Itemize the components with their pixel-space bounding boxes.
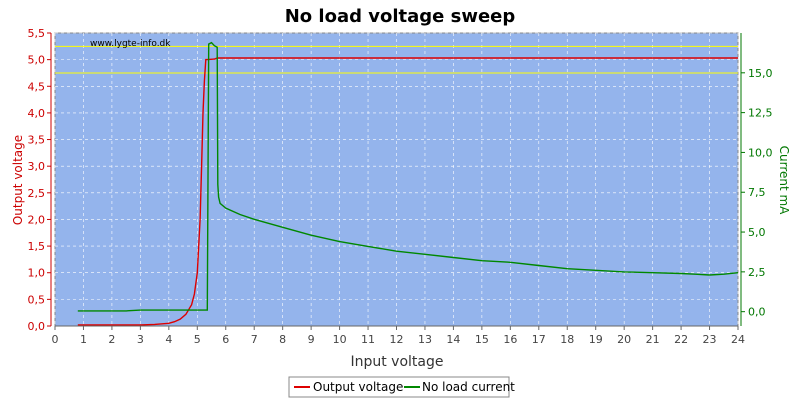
x-tick-label-15: 15 (475, 333, 489, 346)
legend-label-no-load-current: No load current (422, 380, 515, 394)
x-tick-label-4: 4 (165, 333, 172, 346)
x-tick-label-20: 20 (617, 333, 631, 346)
x-tick-label-21: 21 (646, 333, 660, 346)
x-tick-label-12: 12 (390, 333, 404, 346)
x-tick-label-5: 5 (194, 333, 201, 346)
y-left-tick-label-7: 3,5 (28, 134, 46, 147)
x-tick-label-22: 22 (674, 333, 688, 346)
x-tick-label-2: 2 (108, 333, 115, 346)
y-left-tick-label-3: 1,5 (28, 240, 46, 253)
y-right-tick-label-0: 0,0 (748, 306, 766, 319)
y-left-tick-label-9: 4,5 (28, 80, 46, 93)
x-tick-label-1: 1 (80, 333, 87, 346)
y-left-tick-label-10: 5,0 (28, 54, 46, 67)
grid-lines (54, 32, 739, 327)
y-left-tick-label-1: 0,5 (28, 293, 46, 306)
x-axis-title: Input voltage (350, 354, 443, 370)
watermark-text: www.lygte-info.dk (90, 39, 171, 49)
y-right-tick-label-6: 15,0 (748, 67, 773, 80)
y-left-tick-label-11: 5,5 (28, 27, 46, 40)
y-right-tick-label-5: 12,5 (748, 107, 773, 120)
x-tick-label-13: 13 (418, 333, 432, 346)
x-tick-label-9: 9 (308, 333, 315, 346)
y-right-tick-label-2: 5,0 (748, 226, 766, 239)
x-tick-label-16: 16 (503, 333, 517, 346)
y-left-tick-label-0: 0,0 (28, 320, 46, 333)
series-line-no-load-current (77, 41, 739, 312)
y-left-tick-label-8: 4,0 (28, 107, 46, 120)
y-left-tick-label-4: 2,0 (28, 213, 46, 226)
y-right-tick-label-1: 2,5 (748, 266, 766, 279)
x-tick-label-0: 0 (52, 333, 59, 346)
x-tick-label-6: 6 (222, 333, 229, 346)
legend: Output voltage No load current (288, 376, 515, 398)
x-tick-label-17: 17 (532, 333, 546, 346)
x-tick-label-8: 8 (279, 333, 286, 346)
legend-label-output-voltage: Output voltage (313, 380, 403, 394)
axes: 0 1 2 3 4 5 6 7 8 9 10 11 12 13 14 15 16 17 18 19 20 21 22 23 24… (28, 27, 773, 346)
x-tick-label-24: 24 (731, 333, 745, 346)
y-axis-right-title: Current mA (777, 146, 791, 216)
y-right-tick-label-3: 7,5 (748, 186, 766, 199)
x-tick-label-11: 11 (361, 333, 375, 346)
y-left-tick-label-6: 3,0 (28, 160, 46, 173)
legend-box (288, 376, 510, 398)
series-lines (77, 41, 739, 326)
x-tick-label-3: 3 (137, 333, 144, 346)
y-axis-left-title: Output voltage (11, 135, 25, 225)
x-tick-label-14: 14 (446, 333, 460, 346)
y-left-tick-label-5: 2,5 (28, 187, 46, 200)
y-right-tick-label-4: 10,0 (748, 146, 773, 159)
chart-title: No load voltage sweep (285, 6, 516, 27)
x-tick-label-23: 23 (703, 333, 717, 346)
x-tick-label-19: 19 (589, 333, 603, 346)
y-left-tick-label-2: 1,0 (28, 267, 46, 280)
x-tick-label-18: 18 (560, 333, 574, 346)
x-tick-label-10: 10 (333, 333, 347, 346)
x-tick-label-7: 7 (251, 333, 258, 346)
reference-lines (55, 45, 738, 74)
series-line-output-voltage (77, 57, 738, 326)
